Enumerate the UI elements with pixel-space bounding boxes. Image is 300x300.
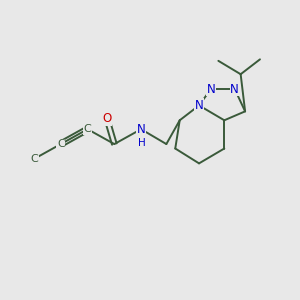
Text: N: N — [230, 82, 239, 96]
Text: H: H — [138, 138, 146, 148]
Text: C: C — [57, 139, 65, 149]
Text: C: C — [30, 154, 38, 164]
Text: C: C — [84, 124, 92, 134]
Text: N: N — [207, 82, 215, 96]
Text: O: O — [102, 112, 112, 125]
Text: N: N — [195, 99, 203, 112]
Text: N: N — [137, 123, 146, 136]
